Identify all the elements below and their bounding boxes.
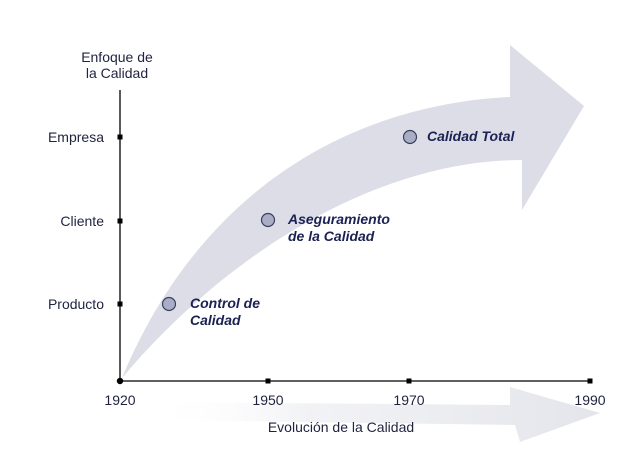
bottom-evolution-arrow bbox=[150, 387, 600, 442]
stage-label-calidad-total: Calidad Total bbox=[427, 128, 515, 144]
stage-marker-control bbox=[161, 296, 177, 312]
y-tick-mark bbox=[117, 301, 123, 307]
stage-marker-calidad-total bbox=[402, 129, 418, 145]
y-axis-title-line-2: la Calidad bbox=[86, 65, 148, 81]
x-axis-ticks: 1920 1950 1970 1990 bbox=[104, 378, 606, 408]
stage-label-aseguramiento-line-2: de la Calidad bbox=[288, 228, 375, 244]
y-tick-mark bbox=[117, 134, 123, 140]
curved-evolution-arrow bbox=[122, 45, 584, 378]
stage-marker-aseguramiento bbox=[260, 212, 276, 228]
axis-origin-dot bbox=[116, 377, 124, 385]
stage-label-control-line-2: Calidad bbox=[190, 312, 241, 328]
y-tick-label-cliente: Cliente bbox=[60, 213, 104, 229]
stage-label-aseguramiento-line-1: Aseguramiento bbox=[287, 211, 390, 227]
y-axis-title-line-1: Enfoque de bbox=[81, 49, 153, 65]
y-tick-mark bbox=[117, 218, 123, 224]
x-tick-mark bbox=[406, 378, 412, 384]
x-tick-label-1920: 1920 bbox=[104, 392, 135, 408]
x-tick-label-1950: 1950 bbox=[252, 392, 283, 408]
x-tick-label-1990: 1990 bbox=[574, 392, 605, 408]
y-axis-ticks: Producto Cliente Empresa bbox=[48, 129, 123, 312]
y-tick-label-producto: Producto bbox=[48, 296, 104, 312]
x-tick-mark bbox=[587, 378, 593, 384]
x-tick-label-1970: 1970 bbox=[393, 392, 424, 408]
x-tick-mark bbox=[265, 378, 271, 384]
x-axis-title: Evolución de la Calidad bbox=[268, 419, 414, 435]
stage-label-control-line-1: Control de bbox=[190, 295, 260, 311]
y-tick-label-empresa: Empresa bbox=[48, 129, 104, 145]
